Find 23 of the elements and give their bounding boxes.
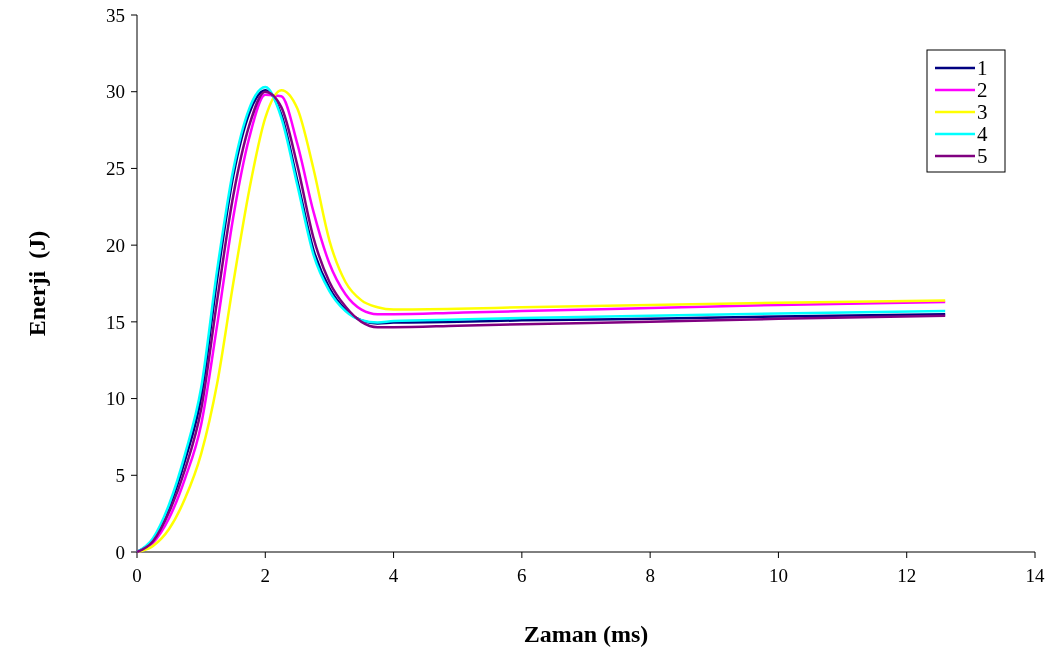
y-axis-title: Enerji (J): [24, 230, 50, 337]
x-tick-label: 4: [388, 565, 399, 586]
y-tick-label: 0: [115, 541, 125, 563]
y-tick-label: 30: [106, 81, 125, 103]
legend-label: 2: [977, 78, 988, 103]
x-tick-label: 8: [645, 565, 655, 586]
x-tick-label: 2: [260, 565, 271, 586]
y-tick-label: 35: [106, 4, 125, 26]
x-tick-label: 0: [132, 565, 142, 586]
y-tick-label: 25: [106, 158, 125, 180]
y-tick-label: 10: [106, 388, 125, 410]
x-tick-label: 10: [768, 565, 788, 586]
legend-label: 5: [977, 144, 988, 169]
legend-label: 1: [977, 56, 988, 81]
x-tick-label: 6: [517, 565, 527, 586]
y-tick-label: 15: [106, 311, 125, 333]
x-axis-title: Zaman (ms): [523, 621, 649, 647]
y-tick-label: 5: [115, 464, 125, 486]
x-tick-label: 12: [897, 565, 917, 586]
y-tick-label: 20: [106, 234, 125, 256]
legend-label: 3: [977, 100, 988, 125]
legend-label: 4: [977, 122, 988, 147]
x-tick-label: 14: [1025, 565, 1045, 586]
